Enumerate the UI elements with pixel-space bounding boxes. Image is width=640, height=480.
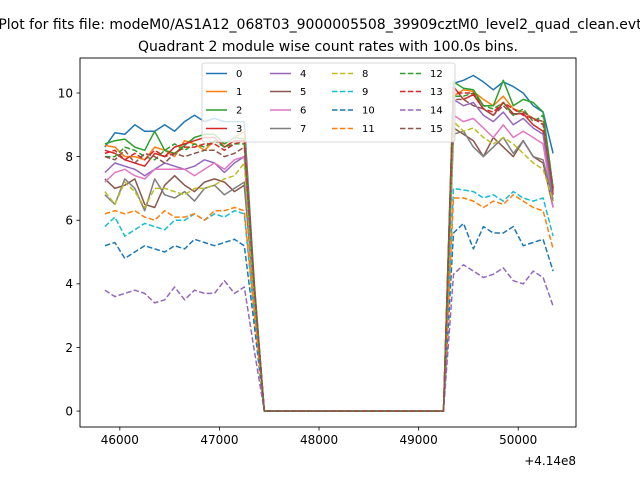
x-tick-label: 49000 xyxy=(400,433,438,447)
legend-box xyxy=(201,62,456,143)
series-line-9 xyxy=(104,187,554,412)
series-line-5 xyxy=(104,127,554,412)
legend-label-10: 10 xyxy=(362,106,375,117)
y-tick-label: 8 xyxy=(65,150,73,164)
series-line-10 xyxy=(104,222,554,412)
chart-title: Quadrant 2 module wise count rates with … xyxy=(138,39,518,55)
legend-label-1: 1 xyxy=(236,87,242,98)
y-tick-label: 6 xyxy=(65,214,73,228)
legend-label-14: 14 xyxy=(430,106,443,117)
series-line-15 xyxy=(104,98,554,412)
legend-label-11: 11 xyxy=(362,124,375,135)
y-tick-label: 4 xyxy=(65,277,73,291)
legend-label-12: 12 xyxy=(430,69,443,80)
plot-lines xyxy=(104,74,554,412)
axes-frame xyxy=(79,57,577,428)
legend-label-13: 13 xyxy=(430,87,443,98)
series-line-6 xyxy=(104,114,554,412)
legend-label-5: 5 xyxy=(300,87,306,98)
series-line-7 xyxy=(104,130,554,412)
legend-label-8: 8 xyxy=(362,69,368,80)
legend-label-15: 15 xyxy=(430,124,443,135)
x-tick-label: 50000 xyxy=(499,433,537,447)
legend-label-2: 2 xyxy=(236,106,242,117)
y-tick-label: 10 xyxy=(58,86,73,100)
legend-label-4: 4 xyxy=(300,69,306,80)
y-tick-label: 2 xyxy=(65,341,73,355)
legend-label-3: 3 xyxy=(236,124,242,135)
legend-label-6: 6 xyxy=(300,106,306,117)
series-line-14 xyxy=(104,264,554,412)
series-line-13 xyxy=(104,92,554,412)
x-tick-label: 46000 xyxy=(101,433,139,447)
y-tick-label: 0 xyxy=(65,404,73,418)
figure-suptitle: Plot for fits file: modeM0/AS1A12_068T03… xyxy=(0,17,640,33)
y-axis-ticks: 0 2 4 6 8 10 xyxy=(58,86,80,418)
x-axis-offset-label: +4.14e8 xyxy=(524,454,576,468)
x-tick-label: 48000 xyxy=(300,433,338,447)
x-axis-ticks: 46000 47000 48000 49000 50000 xyxy=(101,427,537,447)
x-tick-label: 47000 xyxy=(200,433,238,447)
legend-label-0: 0 xyxy=(236,69,242,80)
legend-label-7: 7 xyxy=(300,124,306,135)
legend-label-9: 9 xyxy=(362,87,368,98)
series-line-11 xyxy=(104,194,554,412)
series-line-4 xyxy=(104,98,554,412)
